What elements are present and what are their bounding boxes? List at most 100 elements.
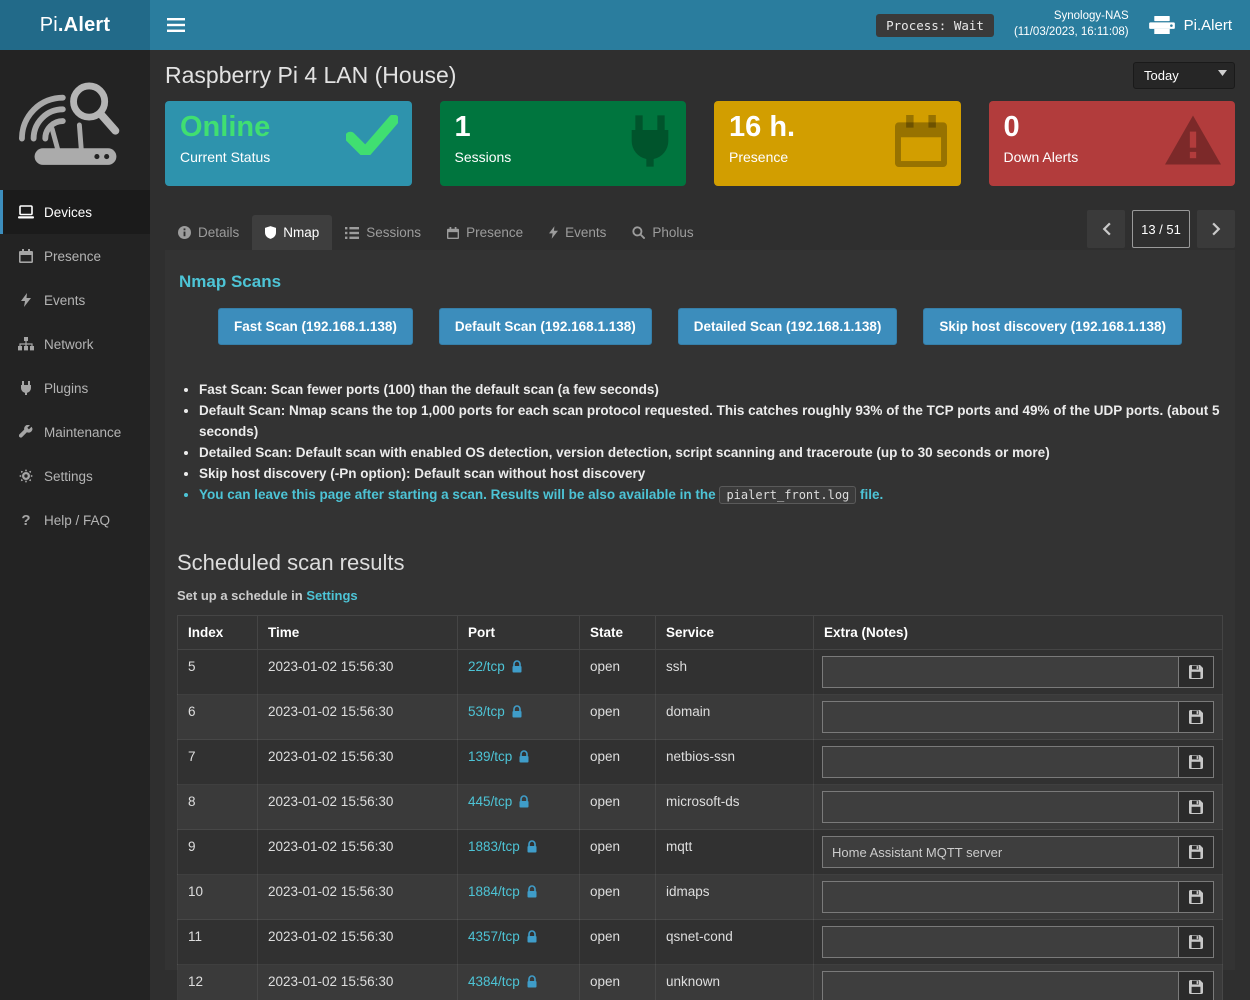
save-notes-button[interactable] — [1178, 836, 1214, 868]
notes-input[interactable] — [822, 701, 1178, 733]
port-link[interactable]: 22/tcp — [468, 659, 505, 674]
card-label: Current Status — [180, 148, 271, 165]
hamburger-menu-icon[interactable] — [150, 0, 202, 50]
notes-input[interactable] — [822, 881, 1178, 913]
cell-index: 5 — [177, 649, 258, 695]
settings-link[interactable]: Settings — [306, 588, 358, 603]
table-row: 8 2023-01-02 15:56:30 445/tcp open micro… — [177, 784, 1223, 830]
save-notes-button[interactable] — [1178, 656, 1214, 688]
skip-host-discovery-button[interactable]: Skip host discovery (192.168.1.138) — [923, 308, 1182, 345]
sidebar-item-network[interactable]: Network — [0, 322, 150, 366]
schedule-hint-text: Set up a schedule in — [177, 588, 303, 603]
process-status-badge: Process: Wait — [876, 13, 994, 37]
page-title: Raspberry Pi 4 LAN (House) — [165, 62, 457, 88]
device-pagination: 13 / 51 — [1087, 210, 1235, 248]
next-device-button[interactable] — [1197, 210, 1235, 248]
chevron-left-icon — [1102, 222, 1111, 236]
host-timestamp: (11/03/2023, 16:11:08) — [1013, 26, 1129, 38]
scan-notes-list: Fast Scan: Scan fewer ports (100) than t… — [199, 379, 1223, 506]
cell-time: 2023-01-02 15:56:30 — [257, 739, 458, 785]
notes-input[interactable] — [822, 656, 1178, 688]
cell-port: 53/tcp — [457, 694, 580, 740]
port-link[interactable]: 4357/tcp — [468, 929, 520, 944]
log-hint-text: You can leave this page after starting a… — [199, 487, 716, 502]
default-scan-button[interactable]: Default Scan (192.168.1.138) — [438, 308, 652, 345]
cell-state: open — [579, 874, 656, 920]
tab-pholus[interactable]: Pholus — [619, 215, 706, 250]
user-menu[interactable]: Pi.Alert — [1148, 16, 1232, 34]
sidebar-item-maintenance[interactable]: Maintenance — [0, 410, 150, 454]
tab-nmap[interactable]: Nmap — [252, 215, 333, 250]
port-link[interactable]: 4384/tcp — [468, 974, 520, 989]
sidebar-item-label: Presence — [44, 248, 102, 264]
card-label: Sessions — [454, 148, 512, 165]
save-notes-button[interactable] — [1178, 926, 1214, 958]
sidebar-item-events[interactable]: Events — [0, 278, 150, 322]
tab-panel-nmap: Nmap Scans Fast Scan (192.168.1.138) Def… — [165, 250, 1235, 1000]
brand-text-bold: .Alert — [57, 13, 111, 36]
lock-icon — [527, 839, 537, 854]
sidebar-item-devices[interactable]: Devices — [0, 190, 150, 234]
cell-service: microsoft-ds — [655, 784, 814, 830]
cell-port: 22/tcp — [457, 649, 580, 695]
cell-port: 139/tcp — [457, 739, 580, 785]
cell-notes — [813, 919, 1223, 965]
save-icon — [1189, 980, 1203, 994]
header-state: State — [579, 615, 656, 650]
tab-sessions[interactable]: Sessions — [332, 215, 434, 250]
port-link[interactable]: 1883/tcp — [468, 839, 520, 854]
save-notes-button[interactable] — [1178, 746, 1214, 778]
cell-time: 2023-01-02 15:56:30 — [257, 874, 458, 920]
port-link[interactable]: 139/tcp — [468, 749, 513, 764]
save-notes-button[interactable] — [1178, 791, 1214, 823]
main-content: Raspberry Pi 4 LAN (House) Today Online … — [150, 50, 1250, 1000]
log-filename: pialert_front.log — [719, 486, 857, 504]
notes-input[interactable] — [822, 926, 1178, 958]
tab-presence[interactable]: Presence — [434, 215, 536, 250]
cell-state: open — [579, 784, 656, 830]
save-notes-button[interactable] — [1178, 881, 1214, 913]
port-link[interactable]: 1884/tcp — [468, 884, 520, 899]
cell-service: ssh — [655, 649, 814, 695]
save-icon — [1189, 755, 1203, 769]
cell-port: 1884/tcp — [457, 874, 580, 920]
port-link[interactable]: 53/tcp — [468, 704, 505, 719]
card-down-alerts: 0 Down Alerts — [988, 101, 1235, 186]
notes-input[interactable] — [822, 746, 1178, 778]
header-extra-notes: Extra (Notes) — [813, 615, 1223, 650]
sidebar-item-help-faq[interactable]: ? Help / FAQ — [0, 498, 150, 542]
card-value: 1 — [454, 111, 471, 143]
sidebar-item-settings[interactable]: Settings — [0, 454, 150, 498]
save-notes-button[interactable] — [1178, 701, 1214, 733]
lock-icon — [519, 749, 529, 764]
sidebar-item-plugins[interactable]: Plugins — [0, 366, 150, 410]
cell-state: open — [579, 694, 656, 740]
cell-time: 2023-01-02 15:56:30 — [257, 784, 458, 830]
cell-index: 6 — [177, 694, 258, 740]
sidebar-item-label: Help / FAQ — [44, 512, 111, 528]
notes-input[interactable] — [822, 836, 1178, 868]
notes-input[interactable] — [822, 971, 1178, 1000]
sidebar-item-presence[interactable]: Presence — [0, 234, 150, 278]
save-icon — [1189, 935, 1203, 949]
period-select[interactable]: Today — [1133, 62, 1235, 89]
cell-notes — [813, 829, 1223, 875]
port-link[interactable]: 445/tcp — [468, 794, 513, 809]
cell-service: idmaps — [655, 874, 814, 920]
save-icon — [1189, 800, 1203, 814]
tab-events[interactable]: Events — [536, 215, 619, 250]
cell-notes — [813, 874, 1223, 920]
table-row: 11 2023-01-02 15:56:30 4357/tcp open qsn… — [177, 919, 1223, 965]
notes-input[interactable] — [822, 791, 1178, 823]
fast-scan-button[interactable]: Fast Scan (192.168.1.138) — [218, 308, 413, 345]
cell-port: 1883/tcp — [457, 829, 580, 875]
calendar-icon — [894, 115, 947, 167]
cell-time: 2023-01-02 15:56:30 — [257, 919, 458, 965]
lock-icon — [512, 704, 522, 719]
save-notes-button[interactable] — [1178, 971, 1214, 1000]
header-port: Port — [457, 615, 580, 650]
prev-device-button[interactable] — [1087, 210, 1125, 248]
tab-details[interactable]: Details — [165, 215, 252, 250]
detailed-scan-button[interactable]: Detailed Scan (192.168.1.138) — [677, 308, 898, 345]
brand-logo[interactable]: Pi .Alert — [0, 0, 150, 50]
